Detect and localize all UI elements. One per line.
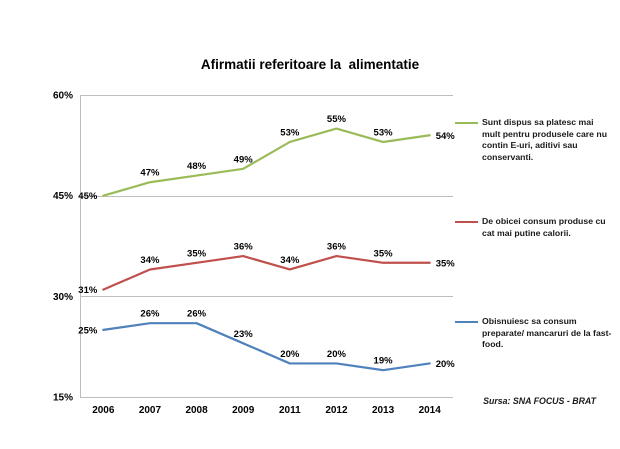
series-line-1 [102, 254, 431, 291]
data-label: 20% [327, 349, 347, 360]
red-line-legend-marker [455, 221, 478, 224]
x-tick-label: 2009 [232, 405, 255, 416]
blue-line-legend-marker [455, 321, 478, 324]
y-tick-label: 15% [53, 393, 73, 404]
legend-label-blue: Obisnuiesc sa consum preparate/ mancarur… [482, 316, 612, 349]
data-label: 23% [234, 329, 254, 340]
x-tick-label: 2011 [279, 405, 301, 416]
data-label: 25% [78, 325, 98, 336]
data-label: 49% [234, 154, 254, 165]
green-line-legend-marker [455, 122, 478, 125]
x-tick-label: 2014 [419, 405, 442, 416]
x-tick-label: 2013 [372, 405, 395, 416]
legend-item-green: Sunt dispus sa platesc mai mult pentru p… [455, 117, 607, 163]
data-label: 34% [140, 255, 160, 266]
legend-label-green: Sunt dispus sa platesc mai mult pentru p… [482, 117, 608, 162]
data-label: 35% [374, 248, 394, 259]
x-tick-label: 2012 [325, 405, 348, 416]
data-label: 26% [140, 309, 160, 320]
data-label: 48% [187, 161, 207, 172]
legend-item-blue: Obisnuiesc sa consum preparate/ mancarur… [455, 316, 611, 351]
data-label: 55% [327, 114, 347, 125]
data-label: 35% [187, 248, 207, 259]
chart-title: Afirmatii referitoare la alimentatie [200, 57, 420, 72]
y-tick-label: 45% [53, 191, 73, 202]
data-label: 47% [140, 168, 160, 179]
data-label: 19% [374, 356, 394, 367]
source-note: Sursa: SNA FOCUS - BRAT [483, 396, 596, 406]
legend-item-red: De obicei consum produse cu cat mai puti… [455, 216, 606, 239]
data-label: 53% [280, 127, 300, 138]
data-label: 36% [327, 242, 347, 253]
data-label: 45% [78, 191, 98, 202]
data-label: 20% [436, 359, 456, 370]
legend-label-red: De obicei consum produse cu cat mai puti… [482, 216, 606, 238]
data-label: 35% [436, 258, 456, 269]
data-label: 34% [280, 255, 300, 266]
x-tick-label: 2006 [92, 405, 115, 416]
series-line-0 [102, 127, 431, 197]
data-label: 53% [374, 127, 394, 138]
x-tick-label: 2007 [139, 405, 162, 416]
y-tick-label: 60% [53, 91, 73, 102]
data-label: 36% [234, 242, 254, 253]
data-label: 26% [187, 309, 207, 320]
series-line-2 [102, 322, 431, 372]
data-label: 20% [280, 349, 300, 360]
y-tick-label: 30% [53, 292, 73, 303]
data-label: 31% [78, 285, 98, 296]
x-tick-label: 2008 [185, 405, 208, 416]
data-label: 54% [436, 131, 456, 142]
